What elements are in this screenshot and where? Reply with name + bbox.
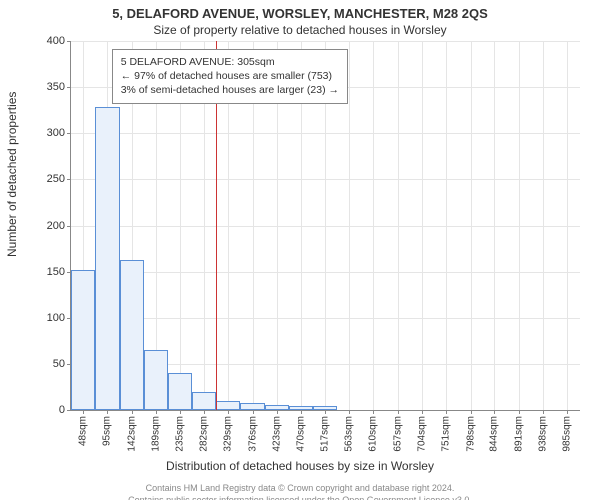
ytick-label: 250 — [47, 173, 65, 185]
histogram-bar — [144, 350, 168, 410]
xtick-mark — [180, 410, 181, 414]
ytick-label: 0 — [59, 404, 65, 416]
xtick-label: 657sqm — [392, 416, 403, 452]
xtick-mark — [253, 410, 254, 414]
ytick-label: 100 — [47, 312, 65, 324]
footer-attribution: Contains HM Land Registry data © Crown c… — [0, 483, 600, 500]
xtick-label: 563sqm — [344, 416, 355, 452]
xtick-label: 751sqm — [441, 416, 452, 452]
xtick-label: 282sqm — [198, 416, 209, 452]
gridline-v — [398, 41, 399, 410]
xtick-label: 95sqm — [102, 416, 113, 446]
ytick-mark — [67, 179, 71, 180]
gridline-v — [446, 41, 447, 410]
gridline-v — [373, 41, 374, 410]
info-box-line2: ← 97% of detached houses are smaller (75… — [121, 69, 339, 83]
xtick-label: 423sqm — [271, 416, 282, 452]
xtick-mark — [228, 410, 229, 414]
plot-region: 05010015020025030035040048sqm95sqm142sqm… — [70, 41, 580, 411]
ytick-label: 350 — [47, 81, 65, 93]
gridline-v — [567, 41, 568, 410]
histogram-bar — [192, 392, 216, 410]
xtick-label: 891sqm — [513, 416, 524, 452]
gridline-v — [519, 41, 520, 410]
title-sub: Size of property relative to detached ho… — [0, 21, 600, 41]
xtick-mark — [494, 410, 495, 414]
histogram-bar — [120, 260, 144, 410]
chart-figure: 5, DELAFORD AVENUE, WORSLEY, MANCHESTER,… — [0, 0, 600, 500]
xtick-label: 470sqm — [296, 416, 307, 452]
xtick-label: 610sqm — [368, 416, 379, 452]
y-axis-label: Number of detached properties — [5, 92, 19, 257]
xtick-mark — [349, 410, 350, 414]
histogram-bar — [71, 270, 95, 410]
xtick-label: 798sqm — [465, 416, 476, 452]
xtick-mark — [567, 410, 568, 414]
xtick-mark — [519, 410, 520, 414]
gridline-v — [471, 41, 472, 410]
gridline-v — [349, 41, 350, 410]
xtick-label: 235sqm — [174, 416, 185, 452]
histogram-bar — [265, 405, 289, 410]
ytick-label: 400 — [47, 35, 65, 47]
xtick-label: 938sqm — [537, 416, 548, 452]
xtick-label: 142sqm — [126, 416, 137, 452]
xtick-mark — [446, 410, 447, 414]
ytick-label: 50 — [53, 358, 65, 370]
xtick-mark — [398, 410, 399, 414]
xtick-mark — [301, 410, 302, 414]
ytick-mark — [67, 133, 71, 134]
xtick-mark — [277, 410, 278, 414]
xtick-mark — [373, 410, 374, 414]
x-axis-label: Distribution of detached houses by size … — [0, 459, 600, 473]
histogram-bar — [289, 406, 313, 410]
ytick-label: 300 — [47, 127, 65, 139]
ytick-mark — [67, 410, 71, 411]
gridline-v — [422, 41, 423, 410]
ytick-label: 200 — [47, 220, 65, 232]
info-box: 5 DELAFORD AVENUE: 305sqm← 97% of detach… — [112, 49, 348, 104]
ytick-label: 150 — [47, 266, 65, 278]
ytick-mark — [67, 87, 71, 88]
xtick-label: 376sqm — [247, 416, 258, 452]
xtick-label: 985sqm — [562, 416, 573, 452]
gridline-v — [494, 41, 495, 410]
xtick-label: 329sqm — [223, 416, 234, 452]
histogram-bar — [168, 373, 192, 410]
xtick-mark — [107, 410, 108, 414]
histogram-bar — [240, 403, 264, 410]
histogram-bar — [95, 107, 119, 410]
info-box-line1: 5 DELAFORD AVENUE: 305sqm — [121, 55, 339, 69]
xtick-label: 189sqm — [150, 416, 161, 452]
xtick-mark — [543, 410, 544, 414]
xtick-mark — [471, 410, 472, 414]
xtick-mark — [422, 410, 423, 414]
xtick-mark — [156, 410, 157, 414]
histogram-bar — [216, 401, 240, 410]
footer-line2: Contains public sector information licen… — [0, 495, 600, 500]
xtick-mark — [132, 410, 133, 414]
xtick-label: 704sqm — [416, 416, 427, 452]
ytick-mark — [67, 41, 71, 42]
ytick-mark — [67, 226, 71, 227]
info-box-line3: 3% of semi-detached houses are larger (2… — [121, 83, 339, 97]
chart-area: 05010015020025030035040048sqm95sqm142sqm… — [70, 41, 580, 411]
histogram-bar — [313, 406, 337, 410]
xtick-mark — [83, 410, 84, 414]
xtick-mark — [204, 410, 205, 414]
title-main: 5, DELAFORD AVENUE, WORSLEY, MANCHESTER,… — [0, 0, 600, 21]
xtick-mark — [325, 410, 326, 414]
xtick-label: 48sqm — [78, 416, 89, 446]
footer-line1: Contains HM Land Registry data © Crown c… — [0, 483, 600, 495]
gridline-v — [543, 41, 544, 410]
xtick-label: 517sqm — [320, 416, 331, 452]
xtick-label: 844sqm — [489, 416, 500, 452]
